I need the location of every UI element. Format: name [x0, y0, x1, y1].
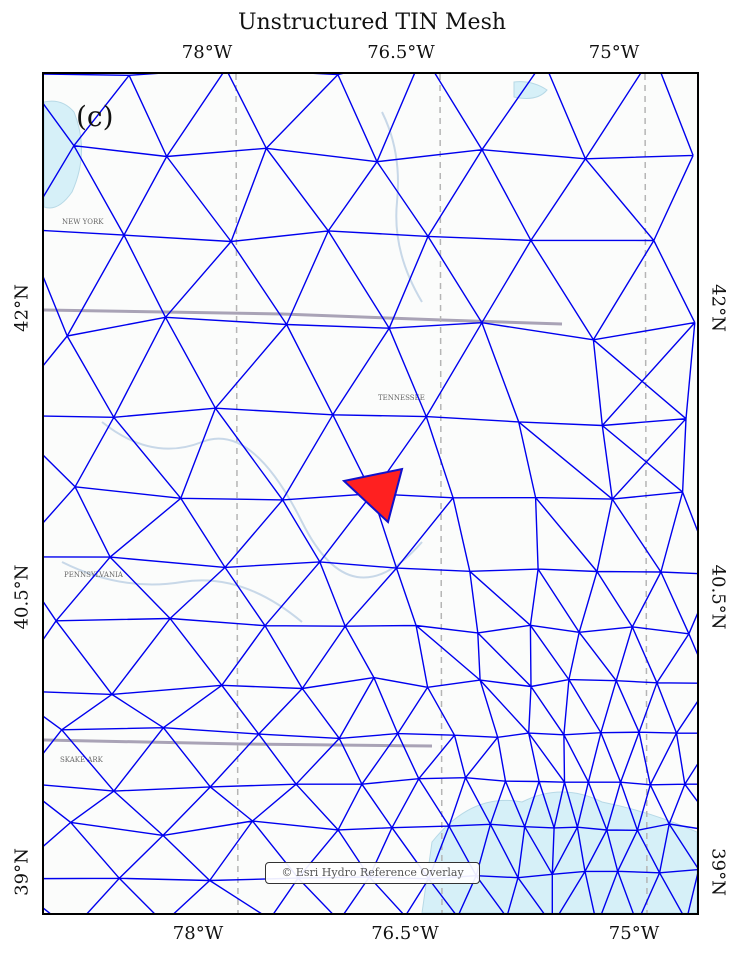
basemap-label: TENNESSEE: [378, 394, 425, 402]
state-border-ny-pa: [44, 308, 563, 326]
state-border-pa-md: [44, 738, 433, 748]
river: [61, 561, 303, 623]
lake-ontario: [513, 81, 548, 99]
bottom-tick-label: 76.5°W: [371, 923, 439, 944]
bottom-tick-label: 75°W: [608, 923, 660, 944]
top-tick-label: 78°W: [181, 42, 233, 63]
river: [101, 421, 423, 579]
map-title: Unstructured TIN Mesh: [237, 10, 507, 35]
left-tick-label: 40.5°N: [11, 564, 33, 630]
attribution-box: © Esri Hydro Reference Overlay: [265, 862, 480, 884]
left-tick-label: 39°N: [11, 848, 33, 896]
highlighted-triangle[interactable]: [341, 467, 404, 524]
river: [381, 111, 423, 303]
top-tick-label: 76.5°W: [367, 42, 435, 63]
tin-mesh-map[interactable]: NEW YORK PENNSYLVANIA TENNESSEE SKAKE AR…: [44, 74, 697, 913]
left-tick-label: 42°N: [11, 284, 33, 332]
right-tick-label: 39°N: [707, 848, 729, 896]
right-tick-label: 42°N: [707, 284, 729, 332]
basemap-label: NEW YORK: [62, 218, 104, 226]
graticule-78w: [235, 74, 239, 913]
basemap-label: PENNSYLVANIA: [64, 571, 124, 579]
basemap-label: SKAKE ARK: [60, 756, 104, 764]
graticule-75w: [644, 74, 648, 913]
top-tick-label: 75°W: [588, 42, 640, 63]
right-tick-label: 40.5°N: [707, 564, 729, 630]
panel-label: (c): [76, 100, 114, 133]
map-frame[interactable]: NEW YORK PENNSYLVANIA TENNESSEE SKAKE AR…: [42, 72, 699, 915]
bottom-tick-label: 78°W: [172, 923, 224, 944]
graticule-76-5w: [439, 74, 443, 913]
